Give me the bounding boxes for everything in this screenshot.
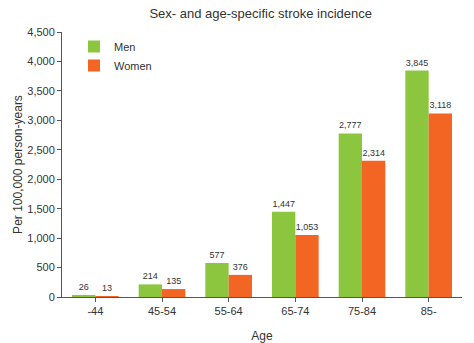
svg-text:4,000: 4,000 <box>27 55 55 67</box>
svg-text:55-64: 55-64 <box>215 305 243 317</box>
svg-text:1,053: 1,053 <box>296 222 319 232</box>
svg-text:2,000: 2,000 <box>27 173 55 185</box>
svg-text:0: 0 <box>49 291 55 303</box>
svg-text:1,500: 1,500 <box>27 203 55 215</box>
svg-text:75-84: 75-84 <box>348 305 376 317</box>
svg-text:Age: Age <box>251 329 273 343</box>
svg-text:4,500: 4,500 <box>27 26 55 38</box>
svg-text:1,447: 1,447 <box>272 199 295 209</box>
svg-text:Sex- and age-specific stroke i: Sex- and age-specific stroke incidence <box>149 6 372 21</box>
svg-text:577: 577 <box>209 250 224 260</box>
svg-text:85-: 85- <box>421 305 437 317</box>
svg-text:1,000: 1,000 <box>27 232 55 244</box>
svg-text:3,118: 3,118 <box>429 100 451 110</box>
svg-text:135: 135 <box>166 276 181 286</box>
svg-text:Per 100,000 person-years: Per 100,000 person-years <box>11 95 25 234</box>
svg-text:376: 376 <box>233 262 248 272</box>
svg-text:Women: Women <box>114 60 152 72</box>
svg-text:3,500: 3,500 <box>27 85 55 97</box>
svg-text:13: 13 <box>102 283 112 293</box>
svg-text:45-54: 45-54 <box>148 305 176 317</box>
svg-text:2,500: 2,500 <box>27 144 55 156</box>
svg-text:Men: Men <box>114 41 135 53</box>
svg-text:-44: -44 <box>87 305 103 317</box>
svg-text:3,000: 3,000 <box>27 114 55 126</box>
svg-text:500: 500 <box>36 261 54 273</box>
svg-text:2,777: 2,777 <box>339 120 362 130</box>
svg-text:214: 214 <box>143 271 158 281</box>
svg-text:26: 26 <box>79 282 89 292</box>
svg-text:3,845: 3,845 <box>406 58 429 68</box>
svg-text:2,314: 2,314 <box>362 148 385 158</box>
svg-text:65-74: 65-74 <box>281 305 309 317</box>
